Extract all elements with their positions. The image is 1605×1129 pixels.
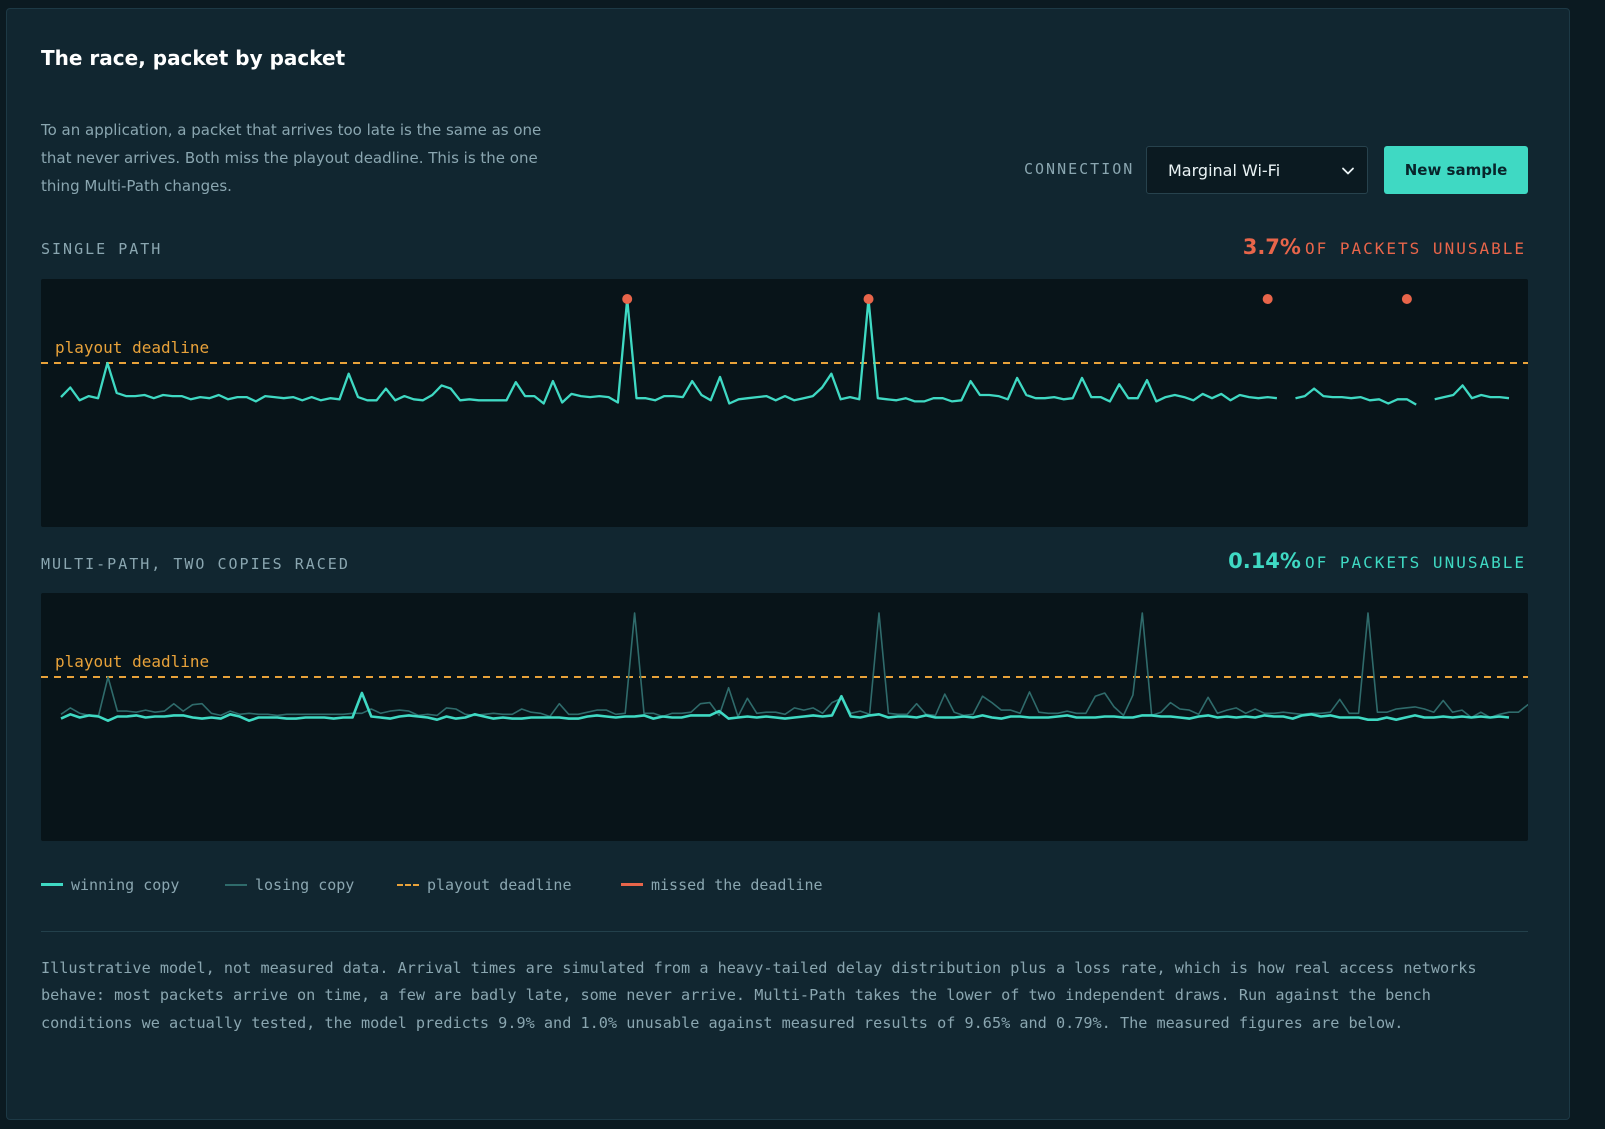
multi-path-deadline-label: playout deadline	[55, 652, 209, 671]
connection-select-value: Marginal Wi-Fi	[1168, 161, 1281, 180]
multi-path-svg: playout deadline	[41, 612, 1528, 722]
divider	[41, 931, 1528, 932]
single-path-pct: 3.7%	[1242, 235, 1301, 259]
single-path-series-line	[60, 297, 1510, 406]
multi-path-pct: 0.14%	[1228, 549, 1301, 573]
legend-winning: winning copy	[41, 876, 179, 894]
legend-winning-label: winning copy	[71, 876, 180, 894]
legend-losing-swatch	[225, 883, 247, 886]
legend-deadline-label: playout deadline	[427, 876, 572, 894]
single-path-deadline-label: playout deadline	[55, 338, 209, 357]
legend-losing: losing copy	[225, 876, 354, 894]
winning-copy-line	[60, 691, 1510, 722]
new-sample-button[interactable]: New sample	[1384, 146, 1528, 194]
single-path-stat-suffix: OF PACKETS UNUSABLE	[1304, 239, 1526, 258]
intro-text: To an application, a packet that arrives…	[41, 121, 542, 195]
missed-marker-2	[863, 294, 874, 304]
single-path-stat: 3.7% OF PACKETS UNUSABLE	[1243, 235, 1526, 259]
legend-deadline: playout deadline	[397, 876, 572, 894]
legend-missed-swatch	[621, 883, 643, 886]
legend-deadline-swatch	[397, 883, 419, 886]
missed-marker-1	[622, 294, 633, 304]
multi-path-chart: playout deadline	[41, 593, 1528, 841]
legend-missed: missed the deadline	[621, 876, 823, 894]
connection-label: CONNECTION	[1024, 160, 1135, 178]
single-path-label: SINGLE PATH	[41, 240, 163, 258]
legend-winning-swatch	[41, 883, 63, 886]
connection-select[interactable]: Marginal Wi-Fi	[1146, 146, 1368, 194]
legend-losing-label: losing copy	[255, 876, 355, 894]
multi-path-stat: 0.14% OF PACKETS UNUSABLE	[1228, 549, 1526, 573]
multi-path-stat-suffix: OF PACKETS UNUSABLE	[1304, 553, 1526, 572]
losing-copy-line	[60, 612, 1528, 719]
missed-marker-3	[1262, 294, 1273, 304]
multi-path-label: MULTI-PATH, TWO COPIES RACED	[41, 555, 350, 573]
single-path-svg: playout deadline	[41, 294, 1528, 406]
model-note: Illustrative model, not measured data. A…	[41, 959, 1477, 1032]
panel-title: The race, packet by packet	[41, 46, 346, 70]
missed-marker-4	[1401, 294, 1412, 304]
legend-missed-label: missed the deadline	[651, 876, 823, 894]
chevron-down-icon	[1342, 167, 1354, 175]
single-path-chart: playout deadline	[41, 279, 1528, 527]
